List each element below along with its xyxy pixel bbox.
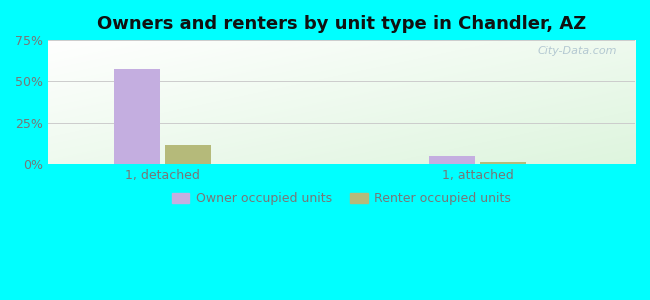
Bar [114, 69, 160, 164]
Bar [480, 162, 526, 164]
Title: Owners and renters by unit type in Chandler, AZ: Owners and renters by unit type in Chand… [97, 15, 586, 33]
Bar [430, 156, 475, 164]
Legend: Owner occupied units, Renter occupied units: Owner occupied units, Renter occupied un… [167, 187, 516, 210]
Text: City-Data.com: City-Data.com [538, 46, 617, 56]
Bar [164, 145, 211, 164]
